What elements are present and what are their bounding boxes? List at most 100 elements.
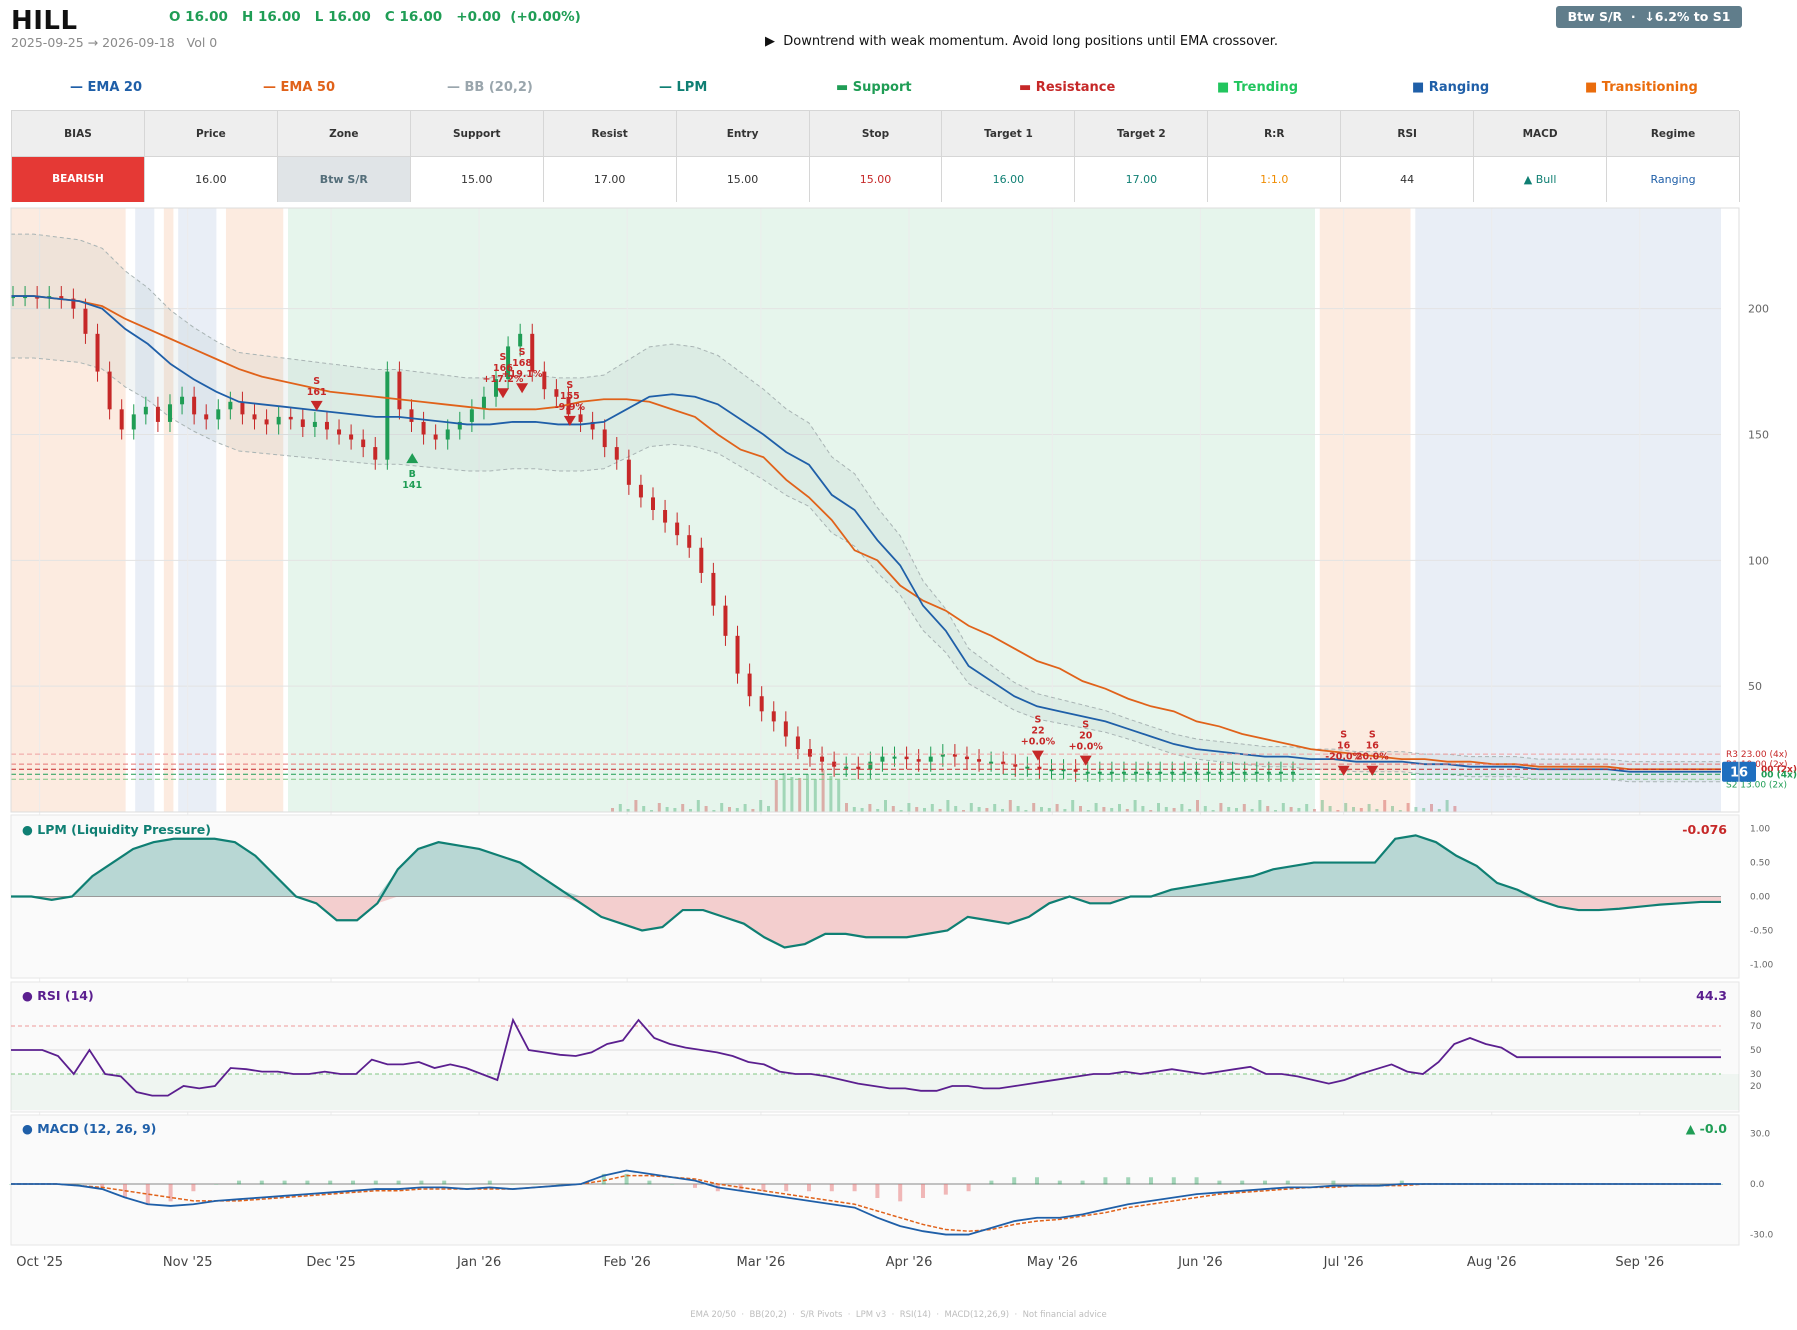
volume-bar-37: [899, 810, 903, 812]
volume-bar-69: [1149, 810, 1153, 812]
signal-label-6-0: S: [1082, 720, 1089, 731]
candle-body-61: [747, 673, 752, 697]
candle-body-96: [1170, 771, 1175, 774]
candle-body-35: [433, 434, 438, 440]
volume-bar-39: [915, 807, 919, 812]
candle-body-24: [300, 419, 305, 427]
signal-label-1-1: 141: [402, 480, 422, 491]
volume-bar-15: [728, 807, 731, 812]
macd-hist-58: [1331, 1180, 1336, 1185]
candle-body-84: [1025, 766, 1030, 769]
table-header-target-2: Target 2: [1075, 111, 1209, 157]
volume-bar-86: [1281, 803, 1285, 812]
candle-body-85: [1037, 766, 1042, 770]
ticker-symbol: HILL: [11, 6, 78, 36]
legend-item-4: ▬ Support: [836, 80, 912, 95]
date-range: 2025-09-25 → 2026-09-18 Vol 0: [11, 35, 218, 50]
signal-label-3-2: +19.1%: [502, 369, 543, 380]
volume-bar-14: [720, 803, 724, 812]
volume-bar-90: [1313, 809, 1316, 812]
macd-title: ● MACD (12, 26, 9): [22, 1121, 156, 1136]
volume-bar-13: [712, 810, 716, 812]
macd-hist-56: [1285, 1180, 1290, 1185]
macd-hist-14: [328, 1180, 333, 1185]
macd-hist-17: [396, 1180, 401, 1185]
macd-hist-19: [442, 1180, 447, 1185]
regime-band-3: [178, 208, 217, 812]
macd-hist-44: [1012, 1177, 1017, 1185]
volume-bar-51: [1008, 800, 1012, 812]
candle-body-42: [518, 333, 523, 347]
candle-body-25: [312, 421, 317, 427]
regime-band-4: [225, 208, 284, 812]
candle-body-11: [143, 406, 148, 415]
candle-body-78: [952, 754, 957, 757]
table-header-price: Price: [144, 111, 278, 157]
regime-band-2: [163, 208, 174, 812]
candle-body-52: [638, 484, 643, 498]
rsi-oversold-band: [11, 1074, 1739, 1110]
volume-bar-107: [1445, 800, 1449, 812]
macd-hist-43: [989, 1180, 994, 1185]
table-value-price: 16.00: [144, 157, 278, 202]
candle-body-75: [916, 759, 921, 762]
macd-hist-39: [898, 1184, 903, 1202]
candle-body-5: [71, 298, 76, 309]
macd-hist-57: [1308, 1184, 1313, 1185]
xtick-9: Jul '26: [1323, 1255, 1364, 1270]
volume-bar-7: [665, 807, 669, 812]
volume-bar-56: [1047, 808, 1051, 812]
volume-bar-68: [1141, 806, 1145, 812]
rsi-line: [11, 1017, 1721, 1097]
volume-bar-93: [1336, 810, 1340, 812]
signal-label-1-0: B: [409, 469, 416, 480]
candle-body-102: [1242, 771, 1247, 774]
candle-body-20: [252, 414, 257, 420]
xtick-0: Oct '25: [16, 1255, 63, 1270]
volume-bar-95: [1352, 807, 1355, 812]
macd-hist-18: [419, 1180, 424, 1185]
candle-body-1: [23, 296, 28, 299]
candle-body-19: [240, 401, 245, 415]
candle-body-76: [928, 756, 933, 762]
volume-bar-28: [829, 776, 833, 812]
macd-hist-15: [351, 1180, 355, 1185]
candle-body-47: [578, 414, 583, 422]
volume-bar-38: [907, 803, 911, 812]
signal-label-4-1: 155: [560, 391, 580, 402]
candle-body-68: [832, 761, 837, 767]
macd-pane-bg: [10, 1114, 1740, 1246]
candle-body-97: [1182, 771, 1187, 774]
macd-hist-24: [556, 1184, 561, 1185]
table-header-rsi: RSI: [1341, 111, 1475, 157]
candle-body-81: [989, 761, 994, 764]
candle-body-59: [723, 605, 728, 636]
price-ytick-3: 200: [1748, 303, 1769, 316]
signal-label-8-0: S: [1369, 730, 1376, 741]
lpm-title: ● LPM (Liquidity Pressure): [22, 822, 211, 837]
candle-body-66: [807, 749, 812, 757]
candle-body-37: [457, 421, 462, 430]
macd-hist-38: [875, 1184, 880, 1198]
candle-body-21: [264, 419, 269, 425]
xtick-6: Apr '26: [886, 1255, 933, 1270]
rsi-ytick-3: 30: [1750, 1070, 1762, 1080]
volume-bar-102: [1406, 803, 1410, 812]
macd-hist-49: [1126, 1177, 1131, 1185]
macd-hist-53: [1217, 1180, 1222, 1185]
macd-ytick-2: -30.0: [1750, 1231, 1774, 1241]
volume-bar-11: [696, 800, 700, 812]
xtick-7: May '26: [1027, 1255, 1078, 1270]
rsi-ytick-1: 70: [1750, 1022, 1762, 1032]
lpm-ytick-2: 0.00: [1750, 893, 1770, 903]
volume-bar-103: [1414, 807, 1418, 812]
candle-body-80: [977, 759, 982, 762]
xtick-10: Aug '26: [1467, 1255, 1517, 1270]
volume-bar-88: [1297, 808, 1301, 812]
table-header-zone: Zone: [277, 111, 411, 157]
candle-body-95: [1158, 771, 1163, 774]
volume-bar-80: [1235, 808, 1238, 812]
candle-body-105: [1278, 771, 1283, 774]
signal-marker-6: [1079, 755, 1092, 766]
candle-body-38: [469, 409, 474, 422]
